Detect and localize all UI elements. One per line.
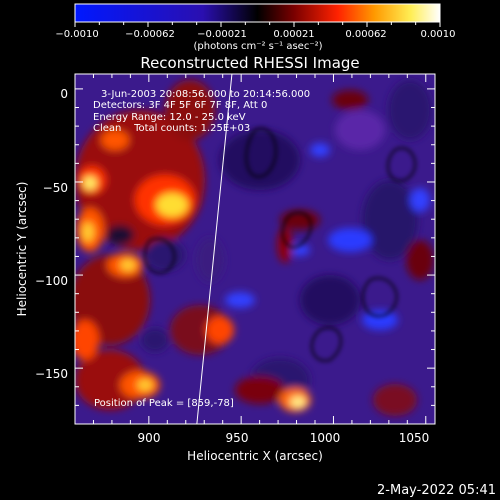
y-tick-label: −50 [43,181,68,195]
colorbar-tick-label: −0.00021 [197,29,247,40]
colorbar [74,3,441,23]
x-tick-label: 900 [138,431,161,445]
x-tick-label: 1000 [310,431,341,445]
x-tick-label: 950 [226,431,249,445]
y-tick-label: −100 [35,274,68,288]
info-energy-range: Energy Range: 12.0 - 25.0 keV [93,112,246,123]
x-axis-label: Heliocentric X (arcsec) [187,449,323,463]
colorbar-unit-label: (photons cm⁻² s⁻¹ asec⁻²) [193,41,322,52]
colorbar-tick-label: 0.00062 [345,29,386,40]
x-tick-labels: 900 950 1000 1050 [138,431,430,445]
solar-limb-line [196,73,233,425]
heatmap-texture [75,80,434,416]
axis-ticks [74,74,435,425]
colorbar-ticks [74,22,441,27]
info-time-range: 3-Jun-2003 20:08:56.000 to 20:14:56.000 [101,89,310,100]
timestamp: 2-May-2022 05:41 [377,483,496,498]
colorbar-tick-labels: −0.0010 −0.00062 −0.00021 0.00021 0.0006… [55,29,455,40]
info-detectors: Detectors: 3F 4F 5F 6F 7F 8F, Att 0 [93,100,267,111]
colorbar-tick-label: −0.0010 [55,29,98,40]
colorbar-tick-label: 0.00021 [273,29,314,40]
info-clean-counts: Clean Total counts: 1.25E+03 [93,123,250,134]
colorbar-tick-label: −0.00062 [125,29,175,40]
heatmap-image [75,74,435,424]
heatmap-contours [143,127,417,362]
plot-title: Reconstructed RHESSI Image [140,54,359,72]
y-axis-label: Heliocentric Y (arcsec) [15,182,29,317]
colorbar-tick-label: 0.0010 [421,29,456,40]
x-tick-label: 1050 [399,431,430,445]
y-tick-label: −150 [35,367,68,381]
y-tick-label: 0 [60,87,68,101]
info-peak-position: Position of Peak = [859,-78] [94,398,234,409]
y-tick-labels: 0 −50 −100 −150 [35,87,68,381]
plot-frame [74,73,436,425]
info-text-block: 3-Jun-2003 20:08:56.000 to 20:14:56.000 … [93,89,310,409]
